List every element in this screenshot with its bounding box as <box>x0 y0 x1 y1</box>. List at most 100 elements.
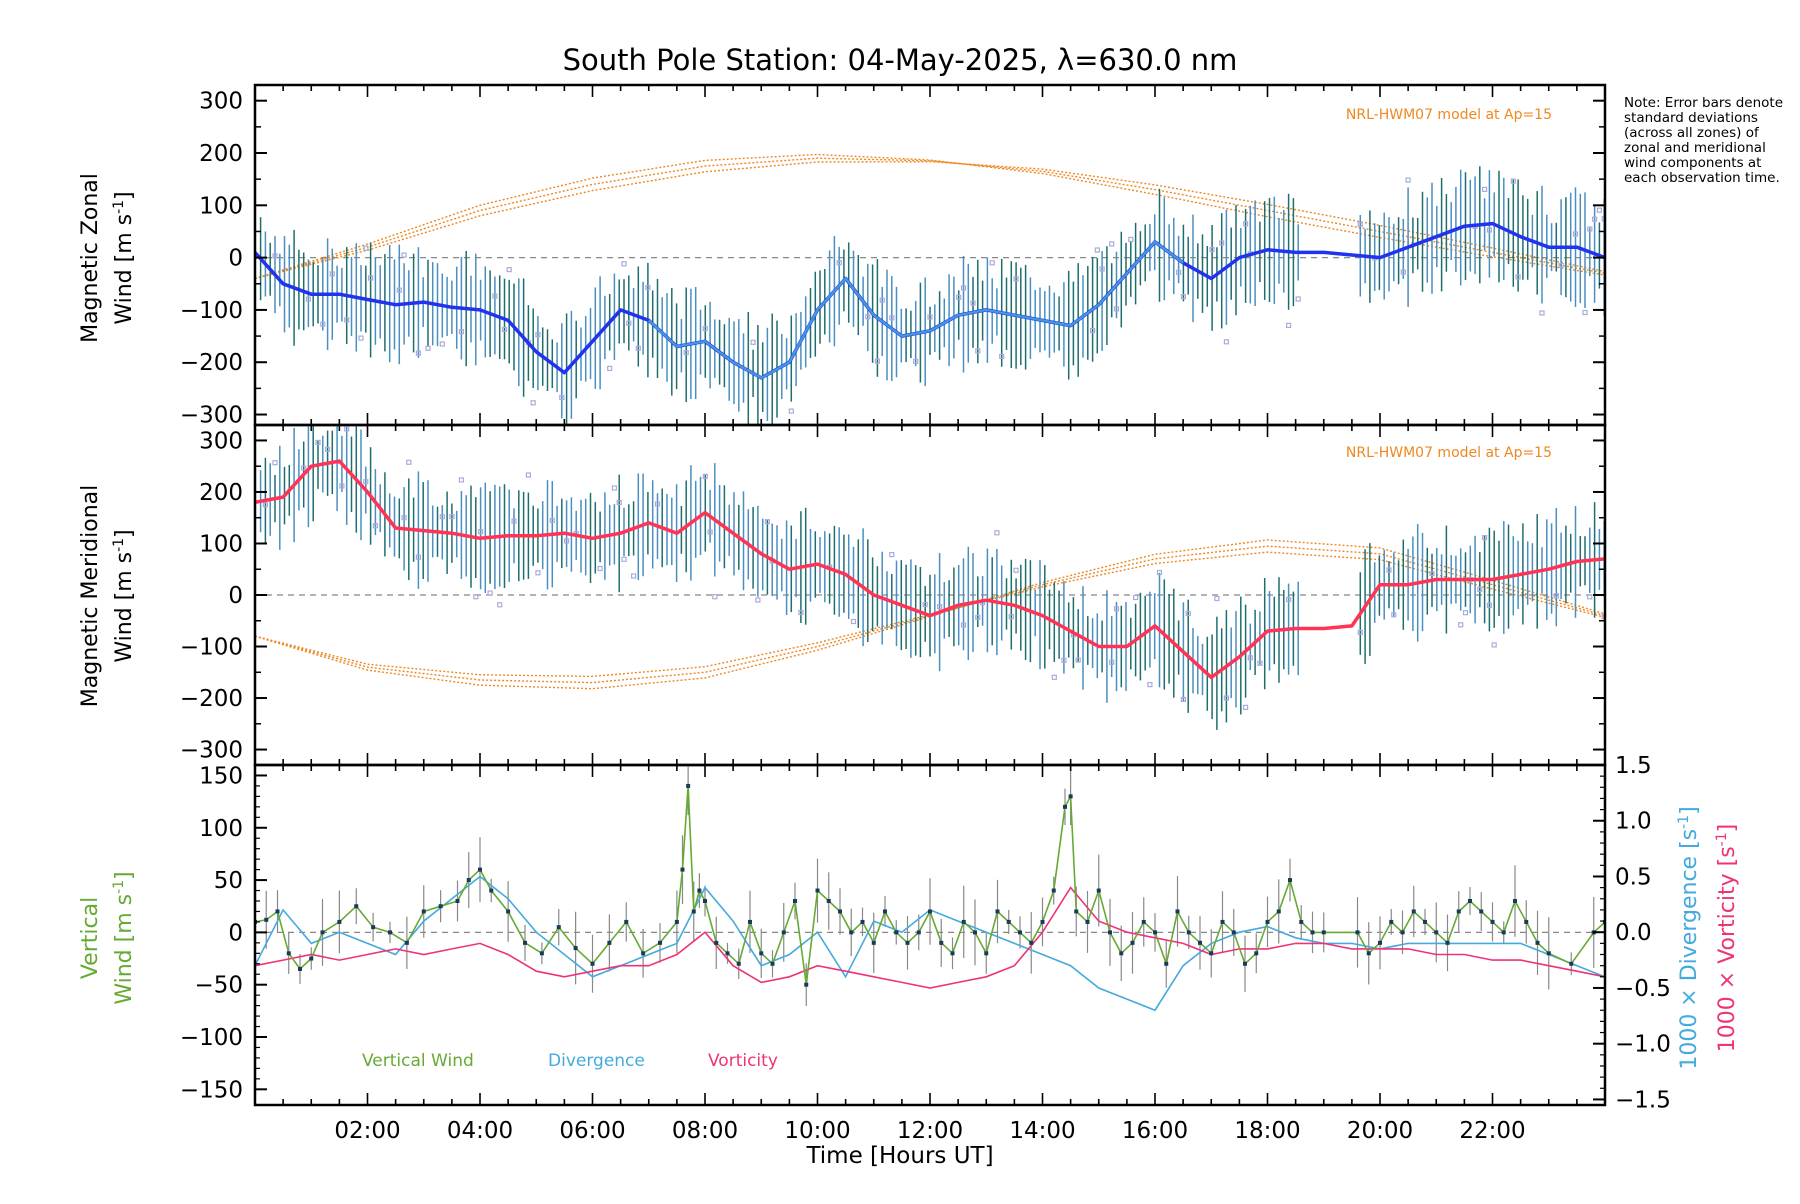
vertical-wind-point <box>371 925 376 930</box>
vertical-ytick-label: 100 <box>199 816 243 842</box>
vertical-wind-point <box>1569 961 1574 966</box>
meridional-scatter-point <box>712 594 718 600</box>
vertical-ytick-label: −50 <box>194 973 243 999</box>
meridional-scatter-point <box>616 499 622 506</box>
vertical-wind-point <box>298 967 302 971</box>
meridional-scatter-point <box>1147 681 1153 688</box>
zonal-scatter-point <box>1596 207 1603 213</box>
x-tick-label: 10:00 <box>784 1118 850 1144</box>
zonal-scatter-point <box>305 296 311 302</box>
zonal-ytick-label: −100 <box>180 298 243 324</box>
zonal-model-curve-2 <box>255 153 1605 280</box>
meridional-scatter-point <box>1132 594 1139 601</box>
zonal-scatter-point <box>320 321 326 327</box>
vertical-wind-point <box>1051 888 1056 893</box>
meridional-scatter-point <box>1285 596 1292 603</box>
vertical-wind-point <box>478 867 482 872</box>
zonal-scatter-point <box>1486 227 1493 233</box>
vertical-wind-point <box>1310 930 1315 935</box>
x-tick-label: 08:00 <box>672 1118 738 1144</box>
vertical-wind-point <box>1479 909 1484 914</box>
meridional-ytick-label: 100 <box>199 531 243 557</box>
vorticity-line <box>255 886 1605 989</box>
zonal-ytick-label: 200 <box>199 141 243 167</box>
vertical-wind-point <box>641 951 646 956</box>
vertical-wind-point <box>1456 909 1461 914</box>
vertical-wind-point <box>275 909 280 914</box>
vertical-wind-point <box>1546 951 1551 956</box>
legend-divergence: Divergence <box>548 1051 645 1071</box>
vertical-wind-point <box>1265 919 1270 924</box>
x-tick-label: 18:00 <box>1234 1118 1300 1144</box>
zonal-scatter-point <box>344 317 350 323</box>
vertical-wind-point <box>1378 940 1382 945</box>
vertical-wind-point <box>1276 909 1281 914</box>
meridional-scatter-point <box>372 523 378 529</box>
vertical-wind-point <box>928 909 932 914</box>
vertical-wind-point <box>916 930 921 935</box>
vertical-wind-point <box>286 951 291 956</box>
zonal-scatter-point <box>492 293 498 299</box>
meridional-scatter-point <box>755 597 761 603</box>
zonal-scatter-point <box>363 245 369 251</box>
meridional-scatter-point <box>415 554 421 560</box>
meridional-panel: −300 −200 −100 0 100 200 300 <box>180 423 1607 767</box>
zonal-ylabel-line1: Magnetic Zonal <box>78 173 103 343</box>
meridional-ylabel: Magnetic Meridional Wind [m s-1] <box>78 485 137 707</box>
zonal-scatter-point <box>1109 241 1115 247</box>
meridional-scatter-point <box>1180 696 1187 703</box>
vertical-wind-point <box>455 899 460 903</box>
vertical-wind-point <box>781 930 786 935</box>
vertical-wind-point <box>466 878 471 883</box>
x-tick-label: 14:00 <box>1009 1118 1075 1144</box>
zonal-scatter-point <box>975 348 981 354</box>
zonal-scatter-point <box>1209 246 1215 253</box>
vertical-wind-point <box>871 940 876 945</box>
zonal-scatter-point <box>368 275 374 281</box>
divergence-ylabel-text: 1000 × Divergence [s-1] <box>1676 806 1702 1069</box>
vertical-wind-point <box>354 904 359 909</box>
meridional-scatter-point <box>1477 586 1483 592</box>
vertical-wind-point <box>1321 930 1326 935</box>
zonal-scatter-point <box>889 315 895 321</box>
zonal-scatter-point <box>1099 266 1105 272</box>
vertical-wind-point <box>590 961 595 966</box>
vertical-wind-point <box>691 909 696 914</box>
zonal-scatter-point <box>683 350 689 356</box>
meridional-scatter-point <box>1587 594 1593 600</box>
zonal-scatter-point <box>1539 310 1545 316</box>
vertical-wind-point <box>703 899 707 903</box>
vertical-wind-point <box>973 930 977 935</box>
vertical-wind-point <box>658 940 662 945</box>
meridional-scatter-point <box>449 513 455 520</box>
meridional-ylabel-line1: Magnetic Meridional <box>78 485 103 707</box>
vertical-wind-point <box>556 925 561 930</box>
vertical-wind-point <box>523 940 527 945</box>
zonal-scatter-point <box>415 350 421 356</box>
x-axis-label: Time [Hours UT] <box>805 1143 993 1169</box>
zonal-model-curve-1 <box>255 157 1605 280</box>
divergence-ylabel: 1000 × Divergence [s-1] <box>1676 806 1702 1069</box>
y2-tick-label: −0.5 <box>1615 976 1671 1002</box>
zonal-scatter-point <box>1128 236 1134 242</box>
zonal-scatter-point <box>425 345 431 351</box>
vertical-ylabel-line2: Wind [m s-1] <box>111 871 137 1004</box>
vertical-wind-point <box>1006 919 1011 924</box>
meridional-scatter-point <box>487 590 493 596</box>
y2-tick-label: 1.5 <box>1615 753 1652 779</box>
vertical-wind-point <box>1220 919 1225 924</box>
vertical-wind-point <box>1400 930 1405 935</box>
zonal-scatter-point <box>1405 177 1411 183</box>
meridional-scatter-point <box>975 614 981 621</box>
vertical-wind-point <box>506 909 511 914</box>
meridional-scatter-point <box>798 609 804 616</box>
zonal-scatter-point <box>989 260 995 266</box>
zonal-scatter-point <box>329 271 335 277</box>
meridional-scatter-point <box>1357 629 1363 636</box>
x-tick-label: 12:00 <box>897 1118 963 1144</box>
vertical-wind-point <box>388 930 392 935</box>
meridional-scatter-point <box>1481 534 1488 541</box>
meridional-scatter-point <box>363 479 369 485</box>
zonal-model-curve-0 <box>255 160 1605 280</box>
zonal-scatter-point <box>1094 247 1100 253</box>
